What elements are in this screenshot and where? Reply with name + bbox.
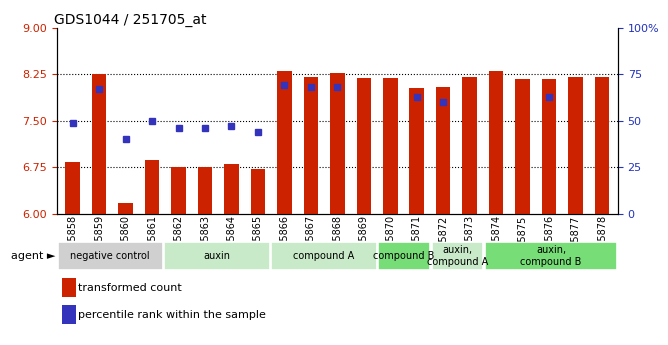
Bar: [303, 77, 318, 214]
Bar: [383, 78, 397, 214]
Bar: [489, 71, 504, 214]
Bar: [542, 79, 556, 214]
Bar: [145, 160, 160, 214]
Text: GDS1044 / 251705_at: GDS1044 / 251705_at: [54, 12, 206, 27]
Text: auxin,
compound A: auxin, compound A: [427, 245, 488, 267]
Text: agent ►: agent ►: [11, 251, 55, 261]
Bar: [250, 169, 265, 214]
Text: transformed count: transformed count: [78, 283, 182, 293]
Bar: [409, 88, 424, 214]
Bar: [436, 87, 450, 214]
Text: auxin: auxin: [204, 251, 230, 261]
Bar: [62, 305, 76, 324]
Bar: [378, 242, 430, 270]
Bar: [92, 74, 106, 214]
Bar: [57, 242, 163, 270]
Bar: [65, 162, 80, 214]
Bar: [515, 79, 530, 214]
Bar: [330, 73, 345, 214]
Text: negative control: negative control: [70, 251, 150, 261]
Bar: [198, 167, 212, 214]
Bar: [224, 164, 238, 214]
Bar: [462, 77, 477, 214]
Bar: [568, 77, 582, 214]
Bar: [432, 242, 484, 270]
Bar: [164, 242, 270, 270]
Text: auxin,
compound B: auxin, compound B: [520, 245, 582, 267]
Text: percentile rank within the sample: percentile rank within the sample: [78, 310, 266, 320]
Text: compound B: compound B: [373, 251, 435, 261]
Text: compound A: compound A: [293, 251, 355, 261]
Bar: [62, 278, 76, 297]
Bar: [357, 78, 371, 214]
Bar: [171, 167, 186, 214]
Bar: [485, 242, 617, 270]
Bar: [595, 77, 609, 214]
Bar: [277, 71, 292, 214]
Bar: [271, 242, 377, 270]
Bar: [118, 203, 133, 214]
